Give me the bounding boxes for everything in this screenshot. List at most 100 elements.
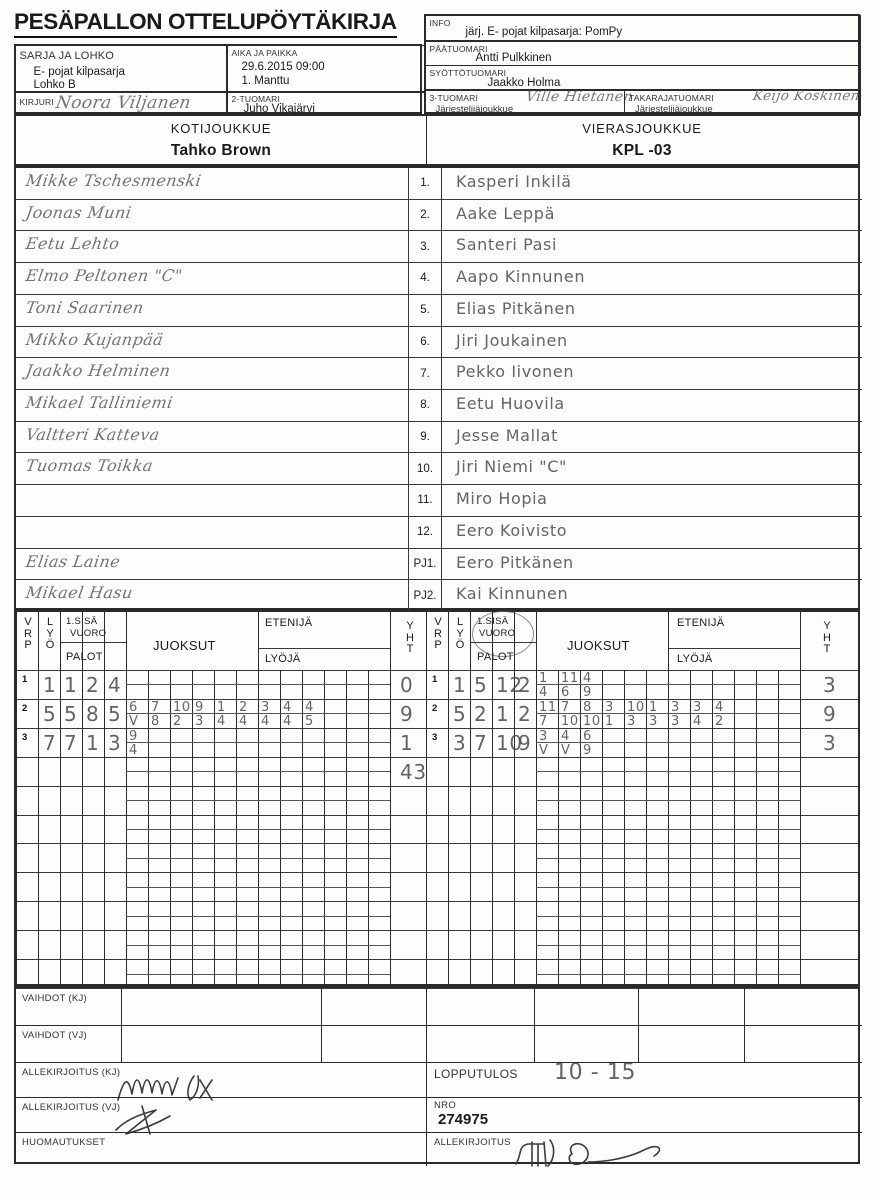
away-player-name: Jiri Joukainen	[456, 330, 568, 350]
grid-row-line	[16, 930, 858, 932]
away-juoksu-bottom: 1	[605, 713, 614, 729]
away-juoksu-top: 10	[627, 699, 645, 715]
juoksut-subrow-line	[536, 944, 800, 946]
away-inning-index: 2	[432, 702, 438, 714]
away-palot-value: 7	[474, 730, 488, 755]
info-cell: INFO järj. E- pojat kilpasarja: PomPy	[424, 14, 861, 41]
team-header-divider	[426, 116, 427, 164]
result-value: 10 - 15	[554, 1060, 637, 1085]
home-juoksu-bottom: V	[129, 713, 139, 729]
roster-row: Mikael Hasu PJ2. Kai Kinnunen	[16, 580, 862, 612]
roster-number: 4.	[408, 263, 442, 294]
grid-column-line	[800, 612, 801, 988]
roster-number: 10.	[408, 453, 442, 485]
head-umpire-value: Antti Pulkkinen	[475, 51, 552, 64]
roster-row: Jaakko Helminen 7. Pekko Iivonen	[16, 358, 862, 390]
away-player-name: Kasperi Inkilä	[456, 172, 572, 191]
away-juoksu-top: 1	[539, 671, 548, 686]
home-juoksu-top: 4	[305, 699, 314, 715]
subs-cell-divider	[121, 988, 122, 1062]
subs-away-label: VAIHDOT (VJ)	[22, 1030, 88, 1041]
away-inning-index: 3	[432, 731, 438, 743]
roster-row: 11. Miro Hopia	[16, 485, 862, 517]
home-juoksu-bottom: 4	[129, 742, 138, 758]
juoksut-subrow-line	[126, 915, 390, 917]
home-team-label: KOTIJOUKKUE	[170, 121, 272, 136]
home-palot-value: 1	[86, 730, 100, 755]
away-player-name: Jesse Mallat	[456, 425, 558, 445]
roster-row: Valtteri Katteva 9. Jesse Mallat	[16, 421, 862, 454]
umpire3-label: 3-TUOMARI	[429, 92, 479, 103]
roster-row: 12. Eero Koivisto	[16, 516, 862, 549]
subs-home-label: VAIHDOT (KJ)	[22, 993, 88, 1004]
team-header-block: KOTIJOUKKUE Tahko Brown VIERASJOUKKUE KP…	[14, 114, 860, 166]
away-juoksu-top: 11	[539, 699, 557, 715]
roster-number: 11.	[408, 485, 442, 516]
away-juoksu-top: 8	[583, 699, 592, 715]
info-label: INFO	[429, 17, 451, 28]
home-player-name: Jaakko Helminen	[24, 361, 173, 381]
home-inning-index: 3	[22, 731, 28, 743]
away-juoksu-top: 1	[649, 699, 658, 715]
home-player-name: Eetu Lehto	[24, 234, 121, 254]
home-juoksu-top: 10	[173, 699, 191, 715]
grid-column-line	[668, 612, 669, 670]
pitch-umpire-label: SYÖTTÖTUOMARI	[429, 68, 507, 78]
grid-row-line	[470, 642, 536, 643]
grid-column-line	[126, 612, 127, 988]
grid-row-line	[16, 698, 858, 700]
away-juoksu-top: 11	[561, 671, 579, 686]
home-juoksu-bottom: 4	[261, 713, 270, 729]
home-inning-label-1: 1.SISÄ	[66, 616, 98, 627]
grid-column-line	[536, 612, 537, 988]
inning-circle-annotation	[472, 611, 534, 657]
result-label: LOPPUTULOS	[434, 1067, 518, 1081]
umpire3-value: Ville Hietanen	[524, 88, 634, 105]
final-sig-label: ALLEKIRJOITUS	[434, 1137, 511, 1148]
juoksut-subrow-line	[536, 829, 800, 830]
away-team-name: KPL -03	[612, 142, 672, 159]
juoksut-subrow-line	[126, 742, 390, 744]
home-juoksut-label: JUOKSUT	[153, 638, 216, 653]
roster-row: Elias Laine PJ1. Eero Pitkänen	[16, 548, 862, 581]
away-player-name: Elias Pitkänen	[456, 298, 576, 318]
juoksut-subrow-line	[536, 973, 800, 975]
home-team-name: Tahko Brown	[170, 142, 272, 159]
home-lyo-value: 5	[43, 701, 57, 726]
away-inning-index: 1	[432, 674, 438, 685]
juoksut-subrow-line	[536, 742, 800, 744]
grid-row-line	[258, 648, 390, 649]
notes-label: HUOMAUTUKSET	[22, 1137, 106, 1148]
away-juoksu-top: 7	[561, 699, 570, 715]
away-juoksu-bottom: 10	[583, 713, 601, 729]
home-palot-value: 2	[86, 673, 100, 697]
away-juoksu-bottom: 7	[539, 713, 548, 729]
away-player-name: Santeri Pasi	[456, 235, 558, 255]
home-juoksu-bottom: 4	[239, 713, 248, 729]
away-yht-value: 9	[823, 701, 837, 726]
home-player-name: Elias Laine	[24, 551, 122, 571]
bottom-row-line	[16, 1097, 862, 1098]
away-juoksu-top: 3	[671, 699, 680, 715]
grid-row-line	[16, 727, 858, 729]
grid-column-line	[448, 612, 449, 988]
head-umpire-label: PÄÄTUOMARI	[429, 43, 488, 54]
away-juoksu-bottom: V	[561, 742, 571, 758]
subs-cell-divider	[321, 988, 322, 1062]
roster-number: 1.	[408, 168, 442, 199]
away-player-name: Kai Kinnunen	[456, 584, 569, 604]
away-player-name: Pekko Iivonen	[456, 362, 575, 382]
home-player-name: Tuomas Toikka	[24, 456, 155, 476]
home-player-name: Mikke Tschesmenski	[24, 171, 203, 190]
roster-row: Mikko Kujanpää 6. Jiri Joukainen	[16, 326, 862, 359]
juoksut-subrow-line	[126, 886, 390, 888]
away-juoksu-bottom: V	[539, 742, 549, 758]
series-label: SARJA JA LOHKO	[19, 49, 115, 62]
home-palot-value: 7	[64, 730, 78, 755]
grid-row-line	[16, 785, 858, 787]
away-player-name: Jiri Niemi "C"	[456, 457, 567, 477]
grid-column-line	[470, 612, 471, 988]
away-juoksu-top: 3	[605, 699, 614, 715]
